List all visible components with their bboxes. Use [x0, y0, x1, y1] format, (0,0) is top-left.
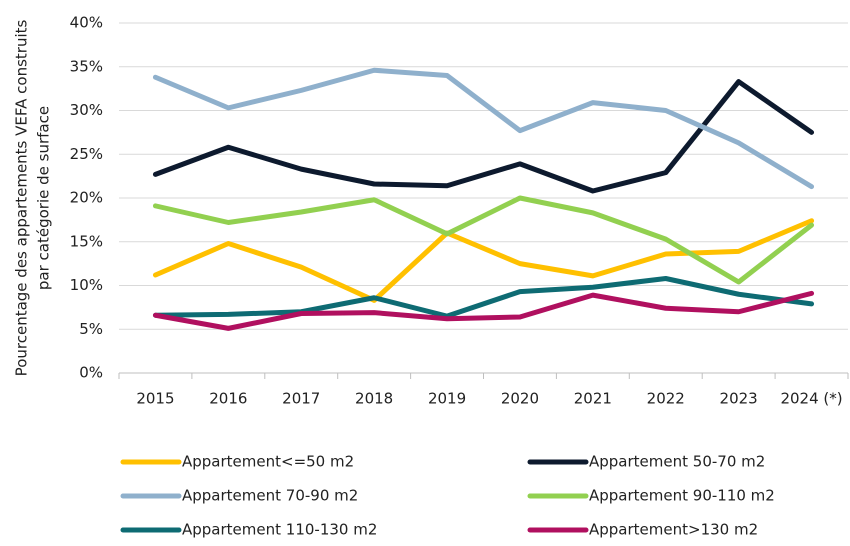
y-tick-label: 30%: [70, 101, 103, 119]
series-line: [152, 195, 815, 285]
x-tick-label: 2022: [647, 390, 685, 408]
x-tick-label: 2017: [282, 390, 320, 408]
x-tick-label: 2019: [428, 390, 466, 408]
legend-label: Appartement>130 m2: [589, 521, 758, 539]
legend-label: Appartement<=50 m2: [182, 453, 354, 471]
y-tick-label: 35%: [70, 57, 103, 75]
y-tick-label: 20%: [70, 189, 103, 207]
y-tick-label: 25%: [70, 145, 103, 163]
legend-label: Appartement 70-90 m2: [182, 487, 358, 505]
x-tick-label: 2015: [136, 390, 174, 408]
x-tick-label: 2018: [355, 390, 393, 408]
y-axis-title: Pourcentage des appartements VEFA constr…: [13, 19, 53, 376]
x-tick-label: 2016: [209, 390, 247, 408]
y-tick-label: 10%: [70, 276, 103, 294]
y-tick-label: 40%: [70, 14, 103, 32]
legend-label: Appartement 110-130 m2: [182, 521, 377, 539]
series-line: [152, 276, 815, 319]
y-axis-title-line: Pourcentage des appartements VEFA constr…: [13, 19, 31, 376]
legend-label: Appartement 90-110 m2: [589, 487, 775, 505]
legend-label: Appartement 50-70 m2: [589, 453, 765, 471]
x-tick-label: 2020: [501, 390, 539, 408]
x-tick-label: 2023: [720, 390, 758, 408]
x-tick-label: 2021: [574, 390, 612, 408]
series-line: [152, 218, 815, 303]
y-tick-label: 5%: [79, 320, 103, 338]
series-line: [152, 290, 815, 331]
series-line: [152, 79, 815, 194]
y-tick-label: 15%: [70, 232, 103, 250]
series-line: [152, 67, 815, 190]
y-axis-title-line: par catégorie de surface: [35, 106, 53, 290]
x-tick-label: 2024 (*): [780, 390, 842, 408]
y-tick-label: 0%: [79, 364, 103, 382]
